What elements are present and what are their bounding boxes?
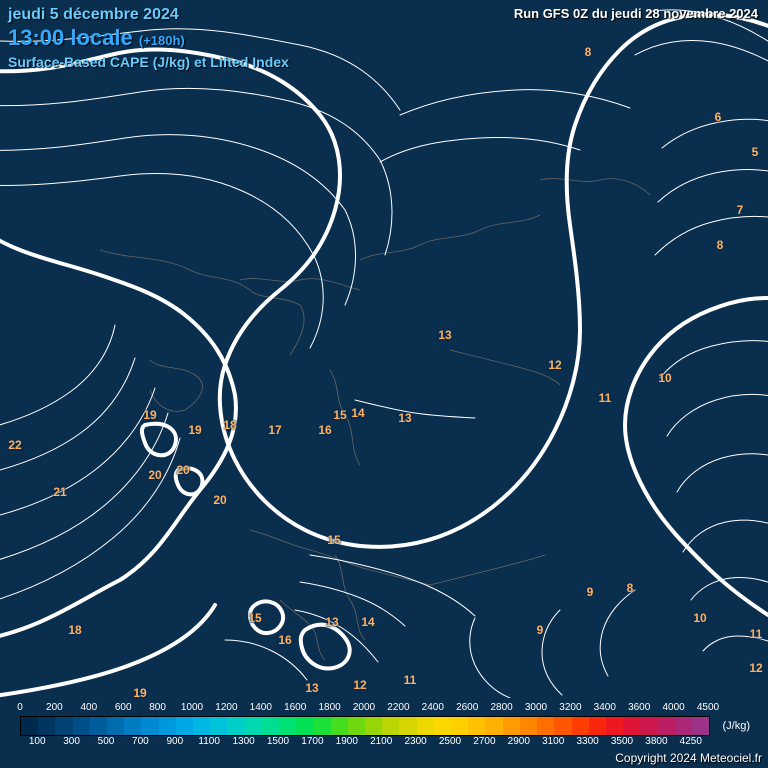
colorbar-tick: 3800	[645, 736, 667, 747]
colorbar-tick: 1900	[336, 736, 358, 747]
colorbar-segment	[485, 717, 502, 735]
colorbar-segment	[640, 717, 657, 735]
colorbar-segment	[572, 717, 589, 735]
colorbar-tick: 2100	[370, 736, 392, 747]
colorbar-tick: 1500	[267, 736, 289, 747]
colorbar-tick: 500	[98, 736, 115, 747]
colorbar-tick: 1000	[181, 702, 203, 713]
colorbar: (J/kg) 020040060080010001200140016001800…	[20, 704, 708, 748]
colorbar-segment	[210, 717, 227, 735]
colorbar-tick: 3100	[542, 736, 564, 747]
colorbar-tick: 2200	[387, 702, 409, 713]
colorbar-tick: 1800	[318, 702, 340, 713]
colorbar-segment	[124, 717, 141, 735]
colorbar-segment	[417, 717, 434, 735]
colorbar-segment	[658, 717, 675, 735]
colorbar-segment	[55, 717, 72, 735]
colorbar-segment	[520, 717, 537, 735]
colorbar-tick: 200	[46, 702, 63, 713]
colorbar-tick: 3000	[525, 702, 547, 713]
colorbar-tick: 1200	[215, 702, 237, 713]
colorbar-segment	[382, 717, 399, 735]
colorbar-tick: 2400	[422, 702, 444, 713]
colorbar-tick: 4250	[680, 736, 702, 747]
colorbar-tick: 3200	[559, 702, 581, 713]
colorbar-segment	[245, 717, 262, 735]
colorbar-segment	[262, 717, 279, 735]
colorbar-tick: 2000	[353, 702, 375, 713]
colorbar-tick: 900	[166, 736, 183, 747]
colorbar-segment	[675, 717, 692, 735]
colorbar-segment	[107, 717, 124, 735]
colorbar-tick: 2500	[439, 736, 461, 747]
colorbar-segment	[365, 717, 382, 735]
header-param: Surface-Based CAPE (J/kg) et Lifted Inde…	[8, 54, 289, 70]
colorbar-segment	[73, 717, 90, 735]
colorbar-tick: 4500	[697, 702, 719, 713]
colorbar-segment	[692, 717, 709, 735]
colorbar-segment	[21, 717, 38, 735]
colorbar-segment	[313, 717, 330, 735]
colorbar-segment	[348, 717, 365, 735]
colorbar-tick: 3600	[628, 702, 650, 713]
colorbar-tick: 100	[29, 736, 46, 747]
colorbar-tick: 2800	[490, 702, 512, 713]
colorbar-tick: 3300	[576, 736, 598, 747]
header-hour: (+180h)	[139, 33, 185, 48]
colorbar-tick: 1600	[284, 702, 306, 713]
colorbar-segment	[90, 717, 107, 735]
map-area: 8657813121110151413161718191920202021221…	[0, 0, 768, 698]
header-time-value: 13:00 locale	[8, 25, 133, 50]
colorbar-tick: 400	[80, 702, 97, 713]
colorbar-tick: 3400	[594, 702, 616, 713]
colorbar-tick: 300	[63, 736, 80, 747]
colorbar-tick: 700	[132, 736, 149, 747]
weather-map-chart: 8657813121110151413161718191920202021221…	[0, 0, 768, 768]
colorbar-unit: (J/kg)	[723, 720, 751, 732]
colorbar-segment	[38, 717, 55, 735]
copyright: Copyright 2024 Meteociel.fr	[615, 751, 762, 765]
colorbar-segment	[589, 717, 606, 735]
header-run: Run GFS 0Z du jeudi 28 novembre 2024	[514, 6, 758, 21]
colorbar-segment	[537, 717, 554, 735]
colorbar-tick: 2600	[456, 702, 478, 713]
colorbar-tick: 3500	[611, 736, 633, 747]
colorbar-segment	[468, 717, 485, 735]
colorbar-segment	[503, 717, 520, 735]
colorbar-tick: 1700	[301, 736, 323, 747]
colorbar-segment	[296, 717, 313, 735]
colorbar-segment	[227, 717, 244, 735]
colorbar-segment	[279, 717, 296, 735]
colorbar-segment	[623, 717, 640, 735]
colorbar-segment	[399, 717, 416, 735]
header-date: jeudi 5 décembre 2024	[8, 6, 179, 24]
colorbar-segment	[554, 717, 571, 735]
colorbar-segment	[451, 717, 468, 735]
colorbar-tick: 0	[17, 702, 23, 713]
colorbar-tick: 2900	[508, 736, 530, 747]
colorbar-tick: 1100	[198, 736, 220, 747]
colorbar-tick: 2700	[473, 736, 495, 747]
colorbar-tick: 1300	[232, 736, 254, 747]
colorbar-segment	[434, 717, 451, 735]
colorbar-segment	[193, 717, 210, 735]
colorbar-tick: 800	[149, 702, 166, 713]
colorbar-segment	[331, 717, 348, 735]
colorbar-tick: 600	[115, 702, 132, 713]
colorbar-tick: 4000	[662, 702, 684, 713]
colorbar-segment	[606, 717, 623, 735]
colorbar-strip	[20, 716, 710, 736]
contour-svg	[0, 0, 768, 698]
colorbar-segment	[176, 717, 193, 735]
colorbar-segment	[159, 717, 176, 735]
colorbar-tick: 1400	[250, 702, 272, 713]
header-time: 13:00 locale (+180h)	[8, 25, 185, 51]
colorbar-tick: 2300	[404, 736, 426, 747]
colorbar-segment	[141, 717, 158, 735]
